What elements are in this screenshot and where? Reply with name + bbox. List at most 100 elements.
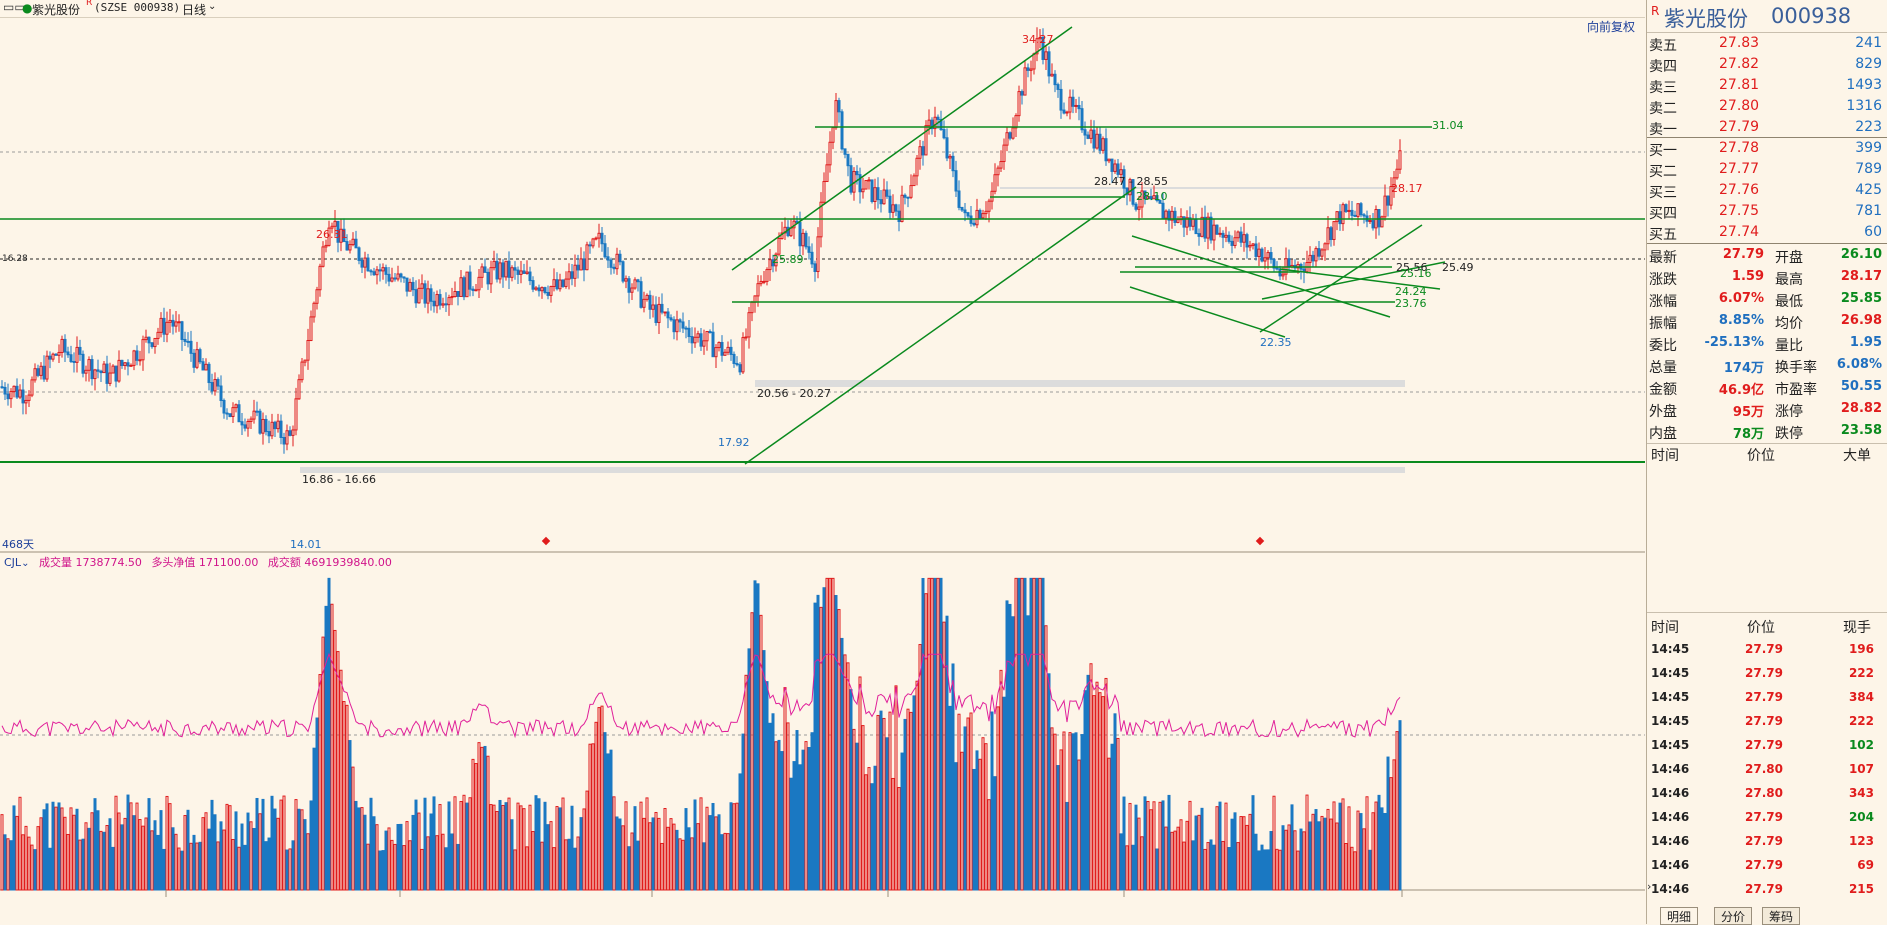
tick-row[interactable]: 14:45 27.79 196	[1647, 637, 1887, 661]
volume-bar	[252, 827, 256, 891]
volume-bar	[474, 763, 478, 891]
candle-body	[1308, 254, 1312, 264]
chevron-down-icon[interactable]: ⌄	[208, 1, 217, 12]
volume-bar	[615, 816, 619, 891]
candle-body	[1089, 129, 1093, 139]
tick-row[interactable]: 14:45 27.79 222	[1647, 709, 1887, 733]
bid-price: 27.74	[1719, 224, 1760, 240]
volume-bar	[21, 834, 25, 891]
volume-bar	[648, 822, 652, 891]
candle-body	[516, 269, 520, 275]
candle-body	[1242, 234, 1246, 243]
candle-body	[735, 362, 739, 366]
indicator-selector[interactable]: CJL	[4, 556, 22, 569]
candle-body	[567, 271, 571, 280]
candle-body	[1026, 67, 1030, 71]
candle-body	[1149, 196, 1153, 200]
volume-bar	[612, 796, 616, 891]
tab-price-dist[interactable]: 分价	[1714, 907, 1753, 925]
header-price: 价位	[1747, 448, 1775, 464]
candle-body	[369, 270, 373, 273]
tick-row[interactable]: 14:45 27.79 222	[1647, 661, 1887, 685]
chevron-down-icon[interactable]: ⌄	[21, 558, 30, 569]
tick-row[interactable]: 14:46 27.79 123	[1647, 829, 1887, 853]
volume-bar	[39, 817, 43, 891]
volume-bar	[1365, 796, 1369, 891]
volume-bar	[591, 743, 595, 891]
volume-bar	[894, 685, 898, 891]
bid-row: 买三 27.76 425	[1647, 180, 1887, 201]
candle-body	[201, 361, 205, 371]
chart-panel[interactable]: 26.31 14.01 16.86 - 16.66 17.92 20.56 - 20.2…	[0, 17, 1645, 907]
candle-body	[1062, 109, 1066, 114]
candle-body	[1215, 224, 1219, 235]
scroll-marker-icon[interactable]: ›	[1647, 880, 1652, 893]
volume-bar	[705, 806, 709, 891]
kline-svg[interactable]: 26.31 14.01 16.86 - 16.66 17.92 20.56 - 20.2…	[0, 17, 1645, 907]
candle-body	[609, 259, 613, 268]
candle-body	[705, 331, 709, 342]
period-selector[interactable]: 日线	[182, 3, 207, 17]
candle-body	[714, 347, 718, 358]
tick-row[interactable]: 14:46 27.80 343	[1647, 781, 1887, 805]
bid-price: 27.75	[1719, 203, 1760, 219]
volume-bar	[963, 726, 967, 891]
candle-body	[666, 311, 670, 319]
tab-chips[interactable]: 筹码	[1762, 907, 1801, 925]
candle-body	[396, 273, 400, 280]
price-annotation: 28.47 - 28.55	[1094, 175, 1168, 188]
restore-button[interactable]: 向前复权	[1586, 20, 1635, 34]
candle-body	[1119, 169, 1123, 175]
volume-bar	[384, 830, 388, 891]
volume-bar	[588, 743, 592, 891]
tick-row[interactable]: 14:46 27.79 204	[1647, 805, 1887, 829]
tick-hand: 107	[1848, 762, 1874, 776]
candle-body	[24, 399, 28, 404]
stat-label: 均价	[1775, 316, 1803, 332]
volume-bar	[768, 722, 772, 891]
volume-bar	[12, 805, 16, 891]
price-annotation: 26.31	[316, 228, 348, 241]
candle-body	[582, 258, 586, 271]
candle-body	[15, 385, 19, 398]
volume-bar	[1116, 737, 1120, 891]
volume-bar	[1047, 673, 1051, 891]
volume-bar	[303, 819, 307, 891]
volume-bar	[105, 825, 109, 891]
bid-price: 27.76	[1719, 182, 1760, 198]
candle-body	[1098, 133, 1102, 151]
tick-row[interactable]: 14:46 27.79 215	[1647, 877, 1887, 901]
tick-row[interactable]: 14:46 27.80 107	[1647, 757, 1887, 781]
volume-bar	[207, 828, 211, 891]
candle-body	[552, 279, 556, 288]
candle-body	[765, 269, 769, 282]
volume-bar	[297, 808, 301, 891]
candle-body	[585, 244, 589, 271]
volume-bar	[618, 818, 622, 891]
stat-row: 振幅 8.85% 均价 26.98	[1647, 311, 1887, 332]
candle-body	[891, 204, 895, 213]
candle-body	[894, 204, 898, 212]
bid-row: 买一 27.78 399	[1647, 138, 1887, 159]
volume-bar	[735, 802, 739, 891]
candle-body	[0, 386, 4, 389]
tick-row[interactable]: 14:46 27.79 69	[1647, 853, 1887, 877]
candle-body	[510, 267, 514, 278]
volume-bar	[1149, 809, 1153, 891]
window-menu-icon[interactable]: ▭▭	[3, 0, 26, 14]
tick-row[interactable]: 14:45 27.79 384	[1647, 685, 1887, 709]
tick-row[interactable]: 14:45 27.79 102	[1647, 733, 1887, 757]
tick-price: 27.79	[1745, 690, 1783, 704]
volume-bar	[1083, 690, 1087, 891]
candle-body	[906, 196, 910, 199]
volume-bar	[231, 838, 235, 891]
volume-bar	[942, 621, 946, 891]
volume-bar	[1272, 795, 1276, 891]
detail-tabs[interactable]: 明细 分价 筹码	[1646, 906, 1887, 925]
price-annotation: 31.04	[1432, 119, 1464, 132]
volume-bar	[387, 827, 391, 891]
candle-body	[984, 210, 988, 215]
candle-body	[921, 146, 925, 156]
candle-body	[87, 359, 91, 371]
tab-detail[interactable]: 明细	[1660, 907, 1699, 925]
